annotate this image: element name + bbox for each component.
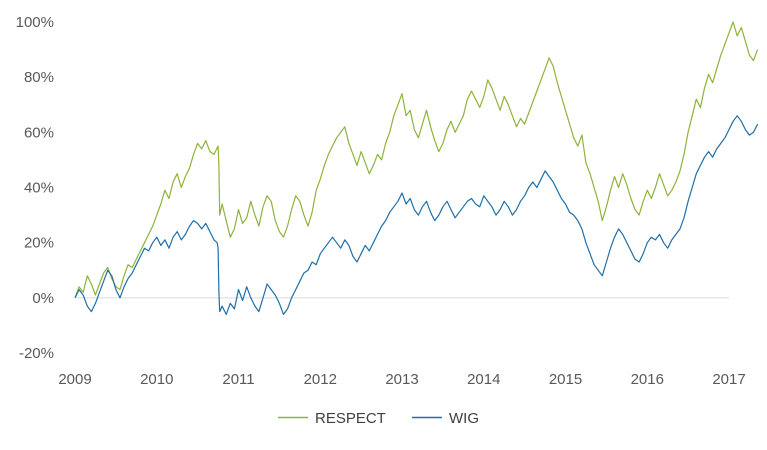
y-tick-label: 60% [24,124,54,141]
y-tick-label: 0% [32,290,54,307]
x-tick-label: 2014 [467,371,500,388]
x-tick-label: 2015 [549,371,582,388]
y-tick-label: 40% [24,180,54,197]
legend-label-respect: RESPECT [315,410,386,427]
x-tick-label: 2013 [385,371,418,388]
x-tick-label: 2012 [304,371,337,388]
series-line-respect [74,21,759,299]
series-lines [74,21,759,315]
y-tick-label: 80% [24,69,54,86]
x-tick-label: 2010 [140,371,173,388]
y-axis-ticks: 100% 80% 60% 40% 20% 0% -20% [16,14,54,362]
x-tick-label: 2011 [222,371,254,388]
legend: RESPECT WIG [278,410,479,427]
x-tick-label: 2017 [712,371,745,388]
y-tick-label: -20% [19,345,54,362]
series-line-wig [74,115,759,315]
y-tick-label: 100% [16,14,54,31]
x-tick-label: 2009 [58,371,91,388]
legend-label-wig: WIG [449,410,479,427]
y-tick-label: 20% [24,235,54,252]
x-tick-label: 2016 [631,371,664,388]
x-axis-ticks: 2009 2010 2011 2012 2013 2014 2015 2016 2017 [58,371,745,388]
